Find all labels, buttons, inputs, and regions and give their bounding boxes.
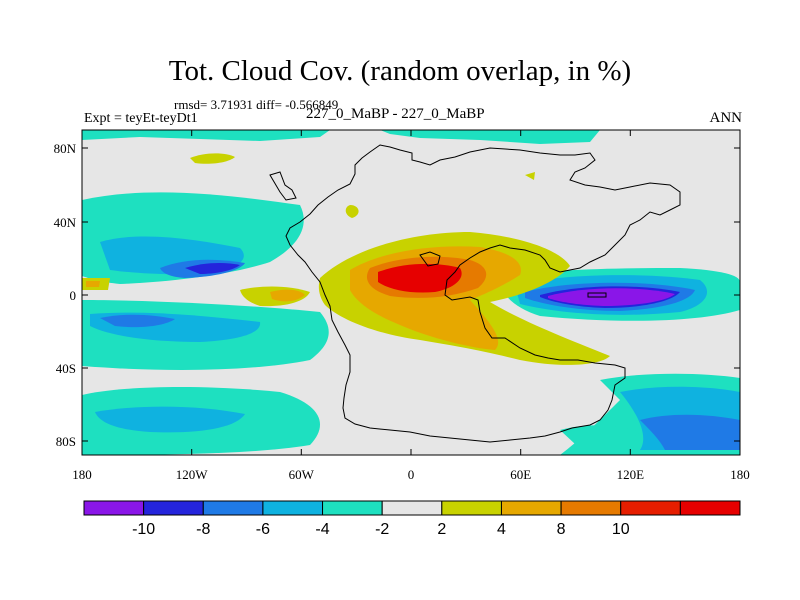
colorbar: -10 -8 -6 -4 -2 2 4 8 10 (83, 500, 741, 538)
colorbar-label: -4 (315, 521, 329, 538)
positive-anomaly-fields (82, 153, 610, 365)
colorbar-label: -6 (256, 521, 270, 538)
map-panel (82, 130, 740, 455)
longitude-axis: 180 120W 60W 0 60E 120E 180 (72, 130, 750, 482)
colorbar-label: 4 (497, 521, 506, 538)
colorbar-swatch (381, 500, 443, 516)
colorbar-swatch (83, 500, 145, 516)
season-label: ANN (709, 110, 743, 126)
lon-tick-label: 60E (510, 467, 531, 482)
colorbar-label: -8 (196, 521, 210, 538)
lon-tick-label: 60W (289, 467, 315, 482)
lon-tick-label: 0 (408, 467, 415, 482)
plot-title: Tot. Cloud Cov. (random overlap, in %) (168, 55, 632, 87)
lon-tick-label: 180 (730, 467, 750, 482)
colorbar-label: 2 (437, 521, 446, 538)
colorbar-swatch (560, 500, 622, 516)
colorbar-label: -2 (375, 521, 389, 538)
colorbar-swatch (679, 500, 741, 516)
negative-anomaly-fields (82, 130, 740, 455)
lon-tick-label: 120W (176, 467, 209, 482)
stats-text: rmsd= 3.71931 diff= -0.566849 (174, 97, 339, 112)
lat-tick-label: 80N (54, 141, 77, 156)
lat-tick-label: 40N (54, 215, 77, 230)
lat-tick-label: 80S (56, 434, 76, 449)
colorbar-swatch (620, 500, 681, 516)
colorbar-swatch (202, 500, 264, 516)
latitude-axis: 80N 40N 0 40S 80S (54, 141, 740, 449)
colorbar-swatch (322, 500, 383, 516)
experiment-label: Expt = teyEt-teyDt1 (84, 111, 198, 126)
lat-tick-label: 0 (70, 288, 77, 303)
colorbar-label: -10 (132, 521, 155, 538)
colorbar-label: 8 (557, 521, 566, 538)
colorbar-label: 10 (612, 521, 630, 538)
lon-tick-label: 180 (72, 467, 92, 482)
case-label: 227_0_MaBP - 227_0_MaBP (306, 106, 485, 122)
lat-tick-label: 40S (56, 361, 76, 376)
colorbar-swatch (441, 500, 502, 516)
colorbar-swatch (262, 500, 324, 516)
coastlines (269, 144, 681, 443)
colorbar-swatch (143, 500, 204, 516)
lon-tick-label: 120E (617, 467, 645, 482)
colorbar-swatch (500, 500, 562, 516)
